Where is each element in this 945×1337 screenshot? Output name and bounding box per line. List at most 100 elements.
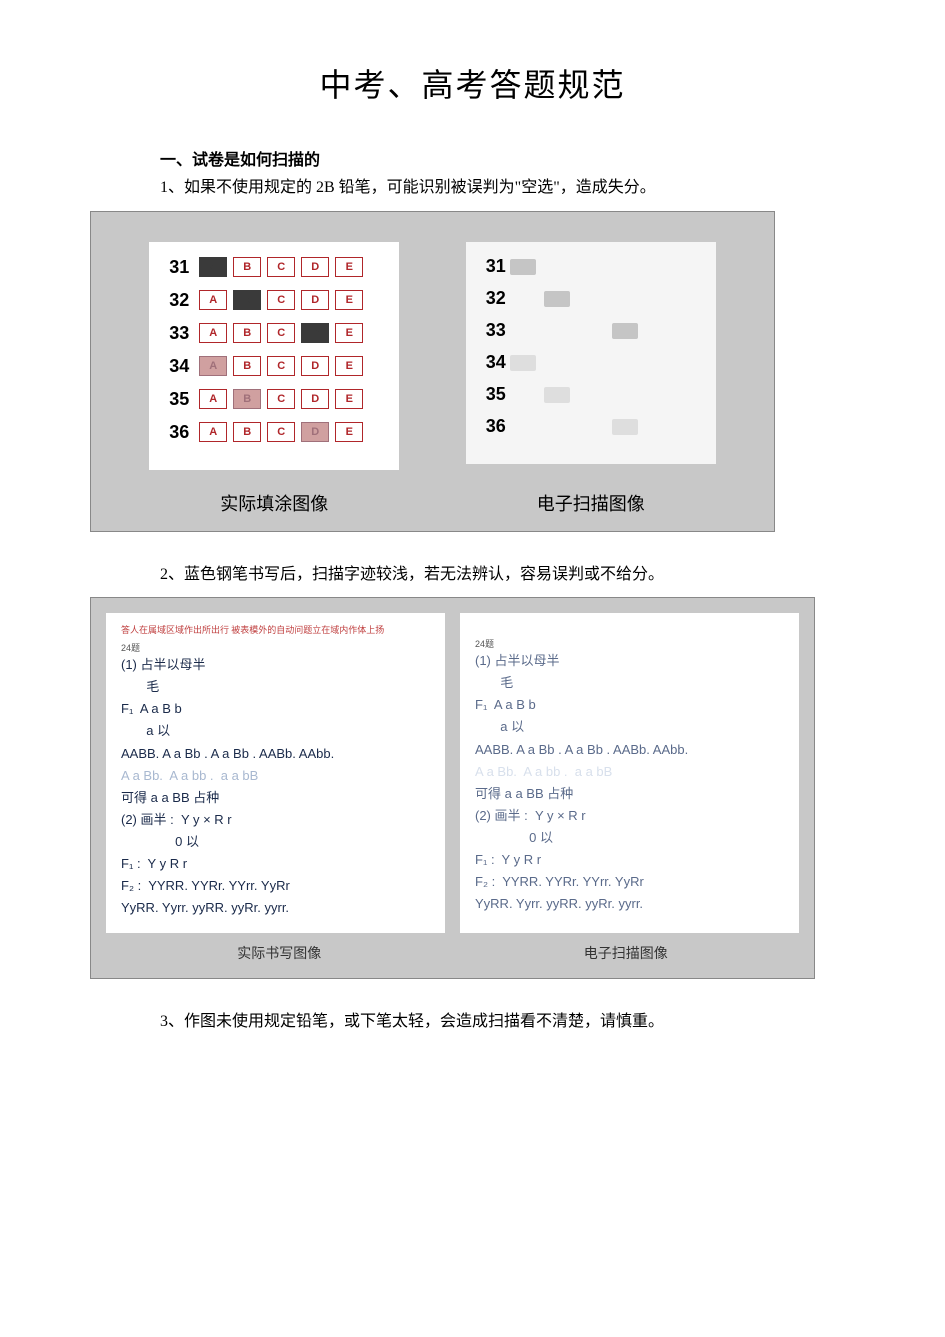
row-number: 32 [169, 290, 193, 311]
figure-2-caption-right: 电子扫描图像 [453, 943, 800, 963]
answer-bubble: B [233, 356, 261, 376]
handwritten-line: 毛 [121, 676, 430, 698]
handwritten-line: A a Bb. A a bb . a a bB [475, 761, 784, 783]
answer-bubble: A [199, 356, 227, 376]
handwritten-line: (2) 画半 : Y y × R r [121, 809, 430, 831]
figure-1: 31ABCDE32ABCDE33ABCDE34ABCDE35ABCDE36ABC… [90, 211, 775, 532]
bubble-row: 35 ABCDE [169, 389, 379, 410]
scan-row: 31 [486, 257, 696, 277]
scan-detected-mark [544, 291, 570, 307]
answer-bubble: E [335, 389, 363, 409]
row-number: 35 [486, 384, 510, 405]
actual-handwriting-image: 答人在属域区域作出所出行 被表模外的自动问题立在域内作体上扬 24题(1) 占半以… [106, 613, 445, 933]
row-number: 32 [486, 288, 510, 309]
answer-bubble: E [335, 422, 363, 442]
scan-row: 34 [486, 353, 696, 373]
scan-detected-mark [612, 419, 638, 435]
handwritten-line: F₁ : Y y R r [121, 853, 430, 875]
question-number: 24题 [121, 641, 430, 654]
answer-bubble: E [335, 290, 363, 310]
handwritten-line: F₁ A a B b [475, 694, 784, 716]
answer-bubble: A [199, 257, 227, 277]
answer-bubble: B [233, 422, 261, 442]
handwritten-line: (1) 占半以母半 [121, 654, 430, 676]
handwritten-line: YyRR. Yyrr. yyRR. yyRr. yyrr. [475, 893, 784, 915]
handwritten-line: (1) 占半以母半 [475, 650, 784, 672]
actual-fill-image: 31ABCDE32ABCDE33ABCDE34ABCDE35ABCDE36ABC… [149, 242, 399, 470]
answer-bubble: D [301, 290, 329, 310]
item-1-text: 1、如果不使用规定的 2B 铅笔，可能识别被误判为"空选"，造成失分。 [160, 175, 875, 201]
figure-1-frame: 31ABCDE32ABCDE33ABCDE34ABCDE35ABCDE36ABC… [90, 211, 775, 532]
handwritten-line: YyRR. Yyrr. yyRR. yyRr. yyrr. [121, 897, 430, 919]
row-number: 33 [486, 320, 510, 341]
row-number: 31 [169, 257, 193, 278]
figure-1-caption-left: 实际填涂图像 [116, 490, 433, 516]
answer-bubble: C [267, 290, 295, 310]
answer-bubble: C [267, 323, 295, 343]
instruction-header: 答人在属域区域作出所出行 被表模外的自动问题立在域内作体上扬 [121, 623, 430, 636]
row-number: 36 [486, 416, 510, 437]
figure-2-caption-left: 实际书写图像 [106, 943, 453, 963]
figure-1-right-column: 31 32 33 34 35 36 [433, 242, 750, 470]
figure-2-frame: 答人在属域区域作出所出行 被表模外的自动问题立在域内作体上扬24题(1) 占半以… [90, 597, 815, 979]
row-number: 36 [169, 422, 193, 443]
answer-bubble: E [335, 356, 363, 376]
bubble-row: 33ABCDE [169, 323, 379, 344]
bubble-row: 31 ABCDE [169, 257, 379, 278]
handwritten-line: F₂ : YYRR. YYRr. YYrr. YyRr [121, 875, 430, 897]
answer-bubble: A [199, 422, 227, 442]
row-number: 34 [486, 352, 510, 373]
answer-bubble: B [233, 290, 261, 310]
row-number: 35 [169, 389, 193, 410]
handwritten-line: 0 以 [475, 827, 784, 849]
bubble-row: 32 ABCDE [169, 290, 379, 311]
answer-bubble: D [301, 257, 329, 277]
answer-bubble: E [335, 323, 363, 343]
scan-row: 35 [486, 385, 696, 405]
handwritten-line: a 以 [475, 716, 784, 738]
answer-bubble: B [233, 257, 261, 277]
scan-detected-mark [544, 387, 570, 403]
handwritten-line: F₂ : YYRR. YYRr. YYrr. YyRr [475, 871, 784, 893]
scan-row: 36 [486, 417, 696, 437]
answer-bubble: B [233, 323, 261, 343]
item-2-text: 2、蓝色钢笔书写后，扫描字迹较浅，若无法辨认，容易误判或不给分。 [160, 562, 875, 588]
handwritten-line: 可得 a a BB 占种 [121, 787, 430, 809]
row-number: 31 [486, 256, 510, 277]
handwritten-line: AABB. A a Bb . A a Bb . AABb. AAbb. [121, 743, 430, 765]
answer-bubble: D [301, 356, 329, 376]
answer-bubble: A [199, 290, 227, 310]
figure-1-caption-right: 电子扫描图像 [433, 490, 750, 516]
answer-bubble: A [199, 323, 227, 343]
scan-detected-mark [612, 323, 638, 339]
answer-bubble: C [267, 422, 295, 442]
answer-bubble: C [267, 389, 295, 409]
item-3-text: 3、作图未使用规定铅笔，或下笔太轻，会造成扫描看不清楚，请慎重。 [160, 1009, 875, 1035]
row-number: 34 [169, 356, 193, 377]
bubble-row: 34 ABCDE [169, 356, 379, 377]
figure-1-left-column: 31ABCDE32ABCDE33ABCDE34ABCDE35ABCDE36ABC… [116, 242, 433, 470]
handwritten-line: a 以 [121, 720, 430, 742]
scan-row: 33 [486, 321, 696, 341]
handwritten-line: 0 以 [121, 831, 430, 853]
scan-row: 32 [486, 289, 696, 309]
answer-bubble: C [267, 356, 295, 376]
answer-bubble: B [233, 389, 261, 409]
handwritten-line: 可得 a a BB 占种 [475, 783, 784, 805]
answer-bubble: D [301, 422, 329, 442]
scan-detected-mark [510, 259, 536, 275]
section-1-heading: 一、试卷是如何扫描的 [160, 146, 875, 170]
scan-detected-mark [510, 355, 536, 371]
handwritten-line: AABB. A a Bb . A a Bb . AABb. AAbb. [475, 739, 784, 761]
handwritten-line: (2) 画半 : Y y × R r [475, 805, 784, 827]
handwritten-line: 毛 [475, 672, 784, 694]
handwritten-line: A a Bb. A a bb . a a bB [121, 765, 430, 787]
answer-bubble: A [199, 389, 227, 409]
answer-bubble: D [301, 389, 329, 409]
figure-2: 答人在属域区域作出所出行 被表模外的自动问题立在域内作体上扬24题(1) 占半以… [90, 597, 815, 979]
row-number: 33 [169, 323, 193, 344]
answer-bubble: E [335, 257, 363, 277]
scanned-fill-image: 31 32 33 34 35 36 [466, 242, 716, 464]
answer-bubble: C [267, 257, 295, 277]
scanned-handwriting-image: 24题(1) 占半以母半 毛F₁ A a B b a 以AABB. A a Bb… [460, 613, 799, 933]
